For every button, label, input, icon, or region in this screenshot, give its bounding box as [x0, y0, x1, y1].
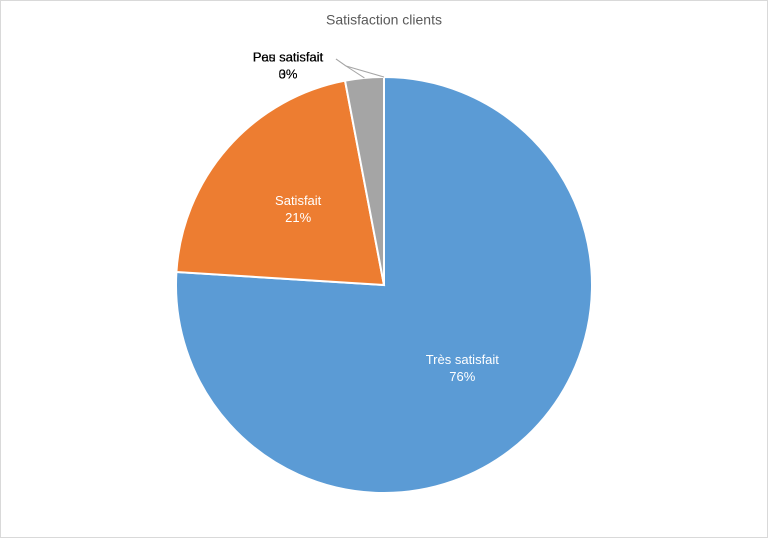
pie-slice — [175, 75, 593, 494]
slice-label: Pas satisfait — [253, 49, 323, 64]
slice-label: Satisfait — [275, 193, 322, 208]
slice-value-label: 0% — [279, 66, 298, 81]
slice-value-label: 3% — [279, 66, 298, 81]
slice-label: Très satisfait — [426, 352, 500, 367]
chart-title: Satisfaction clients — [326, 12, 442, 28]
slice-value-label: 21% — [285, 210, 311, 225]
slice-label: Peu satisfait — [253, 49, 324, 64]
leader-line — [335, 58, 385, 78]
pie-slice — [175, 79, 386, 287]
slice-value-label: 76% — [449, 369, 475, 384]
